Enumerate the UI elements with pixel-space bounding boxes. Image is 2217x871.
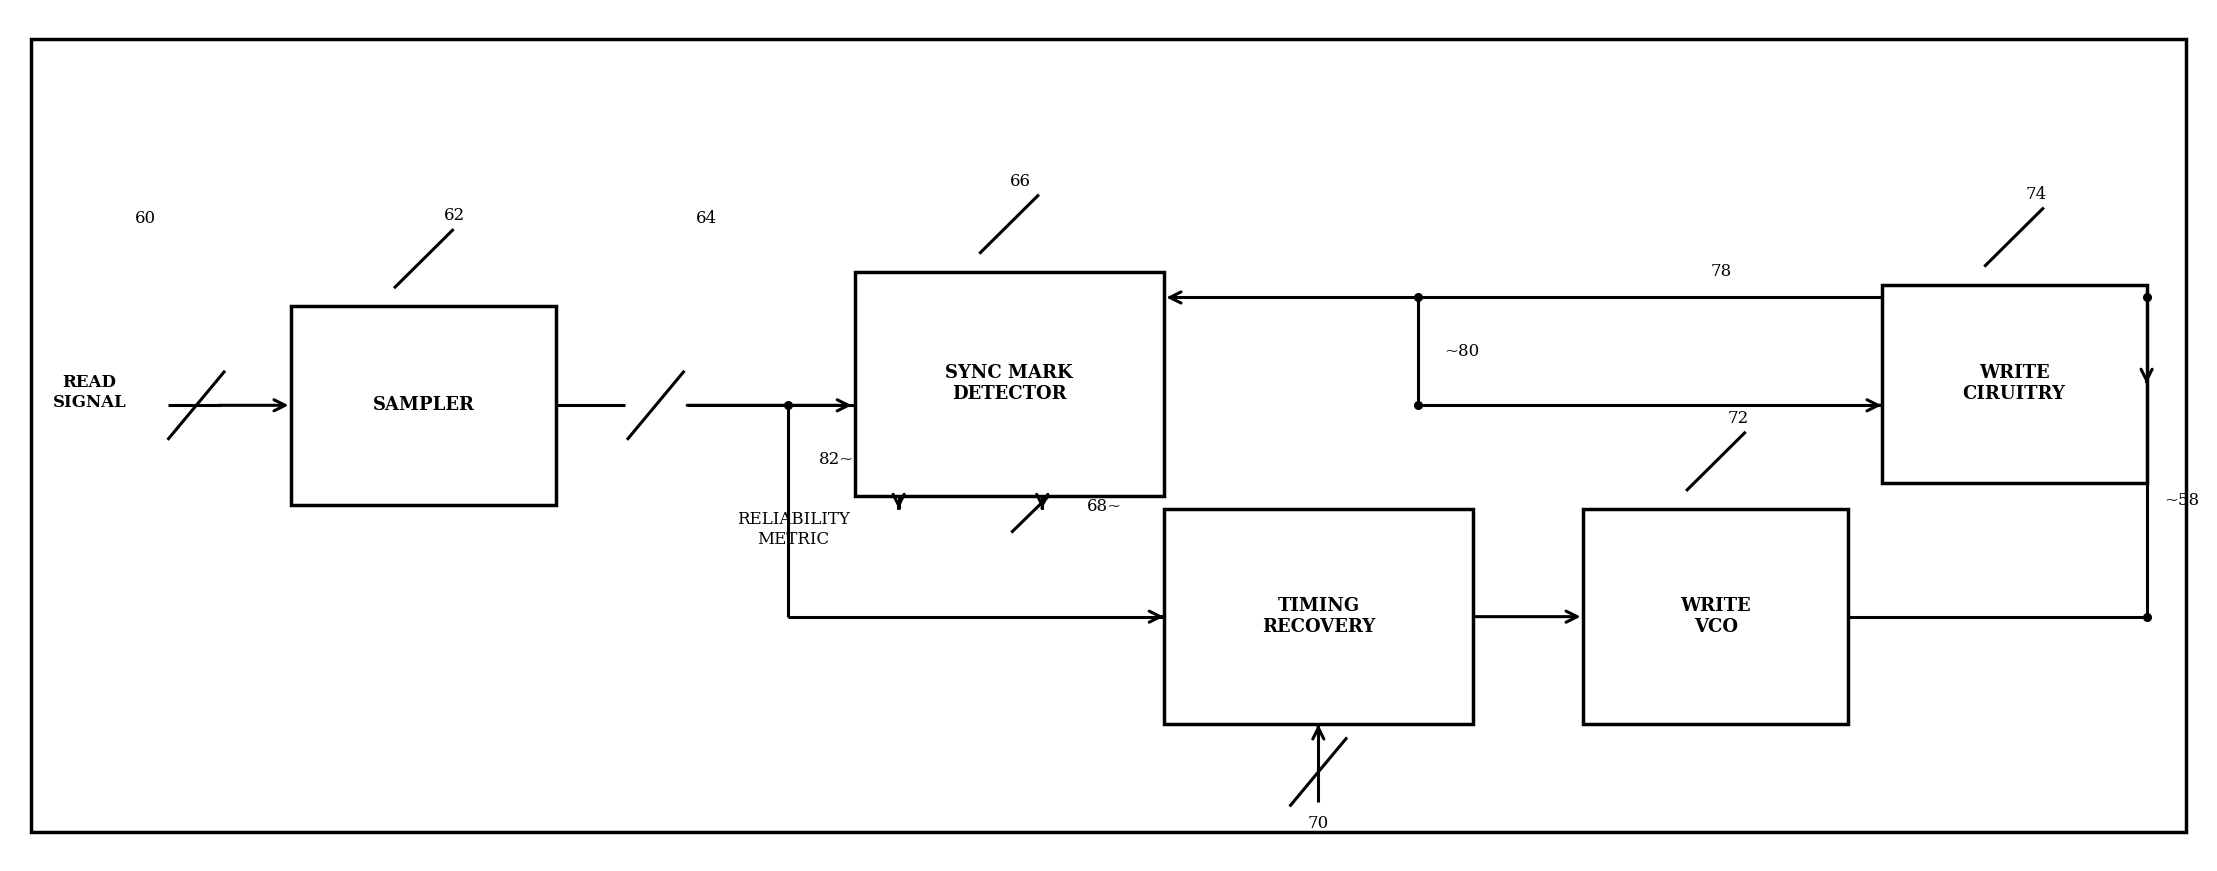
Text: ~80: ~80 <box>1443 343 1479 360</box>
Text: READ
SIGNAL: READ SIGNAL <box>53 374 126 410</box>
Text: 74: 74 <box>2026 186 2046 203</box>
Bar <box>290 306 556 504</box>
Text: RELIABILITY
METRIC: RELIABILITY METRIC <box>738 511 849 548</box>
Text: 64: 64 <box>696 210 716 226</box>
Text: SYNC MARK
DETECTOR: SYNC MARK DETECTOR <box>944 364 1073 403</box>
Bar <box>1164 509 1472 725</box>
Text: ~58: ~58 <box>2164 492 2199 509</box>
Text: 82~: 82~ <box>820 450 854 468</box>
Bar <box>854 272 1164 496</box>
Text: WRITE
CIRUITRY: WRITE CIRUITRY <box>1962 364 2066 403</box>
Text: 62: 62 <box>443 207 466 224</box>
Text: SAMPLER: SAMPLER <box>372 396 474 415</box>
Text: TIMING
RECOVERY: TIMING RECOVERY <box>1261 598 1375 636</box>
Text: 66: 66 <box>1009 172 1031 190</box>
Text: 72: 72 <box>1727 410 1749 427</box>
Text: WRITE
VCO: WRITE VCO <box>1680 598 1751 636</box>
Text: 78: 78 <box>1712 263 1731 280</box>
Text: 60: 60 <box>135 210 155 226</box>
Text: 70: 70 <box>1308 815 1328 832</box>
Bar <box>1583 509 1849 725</box>
Bar <box>1882 285 2146 483</box>
Text: 68~: 68~ <box>1086 498 1122 515</box>
